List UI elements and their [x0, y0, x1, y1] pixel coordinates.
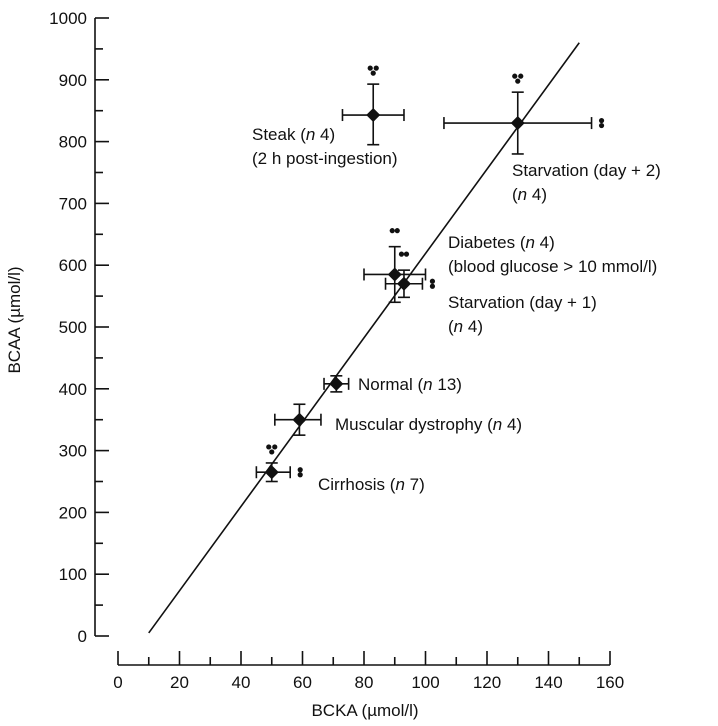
point-label: Starvation (day + 1) [448, 293, 597, 312]
significance-mark [370, 70, 376, 76]
y-tick-label: 400 [59, 380, 87, 399]
point-label: Cirrhosis (n 7) [318, 475, 425, 494]
significance-mark [429, 283, 436, 289]
data-point [366, 108, 381, 123]
significance-mark [515, 78, 521, 84]
significance-mark [398, 251, 405, 257]
significance-mark [269, 449, 275, 455]
x-tick-label: 140 [534, 673, 562, 692]
significance-mark [389, 228, 395, 234]
point-label-secondary: (n 4) [448, 317, 483, 336]
data-point-group: Muscular dystrophy (n 4) [274, 403, 522, 436]
significance-mark [512, 73, 518, 79]
point-label: Diabetes (n 4) [448, 233, 555, 252]
y-tick-label: 700 [59, 194, 87, 213]
point-label: Steak (n 4) [252, 125, 335, 144]
point-label-secondary: (2 h post-ingestion) [252, 149, 398, 168]
axes: 0 100 200 300 400 500 600 700 800 900 1000 0 20 40 60 8… [49, 9, 624, 692]
x-tick-label: 100 [411, 673, 439, 692]
data-point [329, 376, 344, 391]
y-tick-label: 900 [59, 71, 87, 90]
significance-mark [297, 472, 303, 478]
data-point [264, 465, 279, 480]
data-marks: Steak (n 4) (2 h post-ingestion) Starvatio… [252, 65, 661, 494]
regression-line [148, 42, 580, 634]
x-tick-label: 120 [473, 673, 501, 692]
data-point-group: Diabetes (n 4) (blood glucose > 10 mmol/l… [363, 228, 657, 304]
y-tick-label: 800 [59, 133, 87, 152]
x-tick-label: 60 [293, 673, 312, 692]
data-point-group: Steak (n 4) (2 h post-ingestion) [252, 65, 405, 168]
data-point-group: Normal (n 13) [323, 375, 462, 394]
y-tick-label: 0 [78, 627, 87, 646]
data-point-group: Starvation (day + 1) (n 4) [384, 251, 597, 336]
x-tick-label: 80 [355, 673, 374, 692]
significance-mark [403, 251, 410, 257]
data-point-group: Cirrhosis (n 7) [255, 444, 425, 494]
y-tick-label: 600 [59, 256, 87, 275]
y-tick-label: 100 [59, 565, 87, 584]
significance-mark [394, 228, 400, 234]
point-label: Normal (n 13) [358, 375, 462, 394]
regression-line-group [148, 42, 580, 634]
data-point-group: Starvation (day + 2) (n 4) [443, 73, 661, 204]
data-point [292, 412, 307, 427]
y-axis-label: BCAA (µmol/l) [5, 266, 24, 373]
significance-mark [518, 73, 524, 79]
significance-mark [266, 444, 272, 450]
y-tick-label: 200 [59, 503, 87, 522]
y-tick-label: 1000 [49, 9, 87, 28]
x-tick-label: 160 [596, 673, 624, 692]
x-tick-label: 40 [232, 673, 251, 692]
point-label-secondary: (n 4) [512, 185, 547, 204]
y-tick-label: 500 [59, 318, 87, 337]
significance-mark [598, 117, 605, 124]
data-point [510, 116, 525, 131]
x-axis-label: BCKA (µmol/l) [311, 701, 418, 720]
y-tick-label: 300 [59, 442, 87, 461]
point-label: Starvation (day + 2) [512, 161, 661, 180]
significance-mark [429, 278, 436, 284]
point-label-secondary: (blood glucose > 10 mmol/l) [448, 257, 657, 276]
point-label: Muscular dystrophy (n 4) [335, 415, 522, 434]
data-point [396, 276, 411, 291]
significance-mark [373, 65, 379, 71]
x-tick-label: 0 [113, 673, 122, 692]
significance-mark [598, 122, 605, 129]
significance-mark [297, 467, 303, 473]
significance-mark [367, 65, 373, 71]
x-tick-label: 20 [170, 673, 189, 692]
significance-mark [272, 444, 278, 450]
data-point [387, 267, 402, 282]
